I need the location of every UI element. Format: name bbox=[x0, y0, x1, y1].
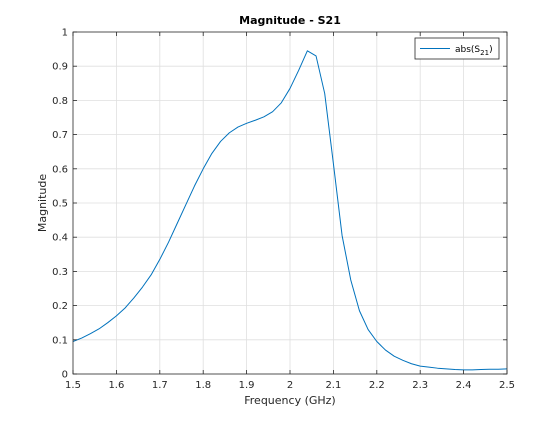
y-tick-label: 0.8 bbox=[52, 96, 68, 107]
x-axis-label: Frequency (GHz) bbox=[244, 394, 335, 407]
x-tick-label: 2.2 bbox=[369, 380, 385, 391]
series-line-abs-s21 bbox=[72, 50, 508, 371]
y-tick-label: 0.1 bbox=[52, 335, 68, 346]
x-tick-label: 1.9 bbox=[239, 380, 255, 391]
legend-label-base: abs(S bbox=[455, 45, 480, 55]
x-tick-label: 1.8 bbox=[195, 380, 211, 391]
x-tick-label: 2 bbox=[287, 380, 293, 391]
legend-label-subscript: 21 bbox=[480, 49, 489, 57]
y-tick-label: 0.6 bbox=[52, 164, 68, 175]
plot-area bbox=[72, 31, 508, 375]
y-tick-label: 0.7 bbox=[52, 130, 68, 141]
y-tick-label: 0.4 bbox=[52, 233, 68, 244]
x-tick-label: 2.3 bbox=[412, 380, 428, 391]
x-tick-labels: 1.5 1.6 1.7 1.8 1.9 2 2.1 2.2 2.3 2.4 2.5 bbox=[65, 380, 515, 391]
series-layer bbox=[72, 50, 508, 371]
y-tick-label: 0.5 bbox=[52, 199, 68, 210]
tick-marks bbox=[72, 31, 508, 375]
chart-title: Magnitude - S21 bbox=[239, 14, 341, 27]
legend: abs(S21) bbox=[414, 37, 500, 60]
y-tick-labels: 0 0.1 0.2 0.3 0.4 0.5 0.6 0.7 0.8 0.9 1 bbox=[52, 28, 68, 381]
y-tick-label: 1 bbox=[62, 28, 68, 39]
y-axis-label: Magnitude bbox=[36, 174, 49, 233]
x-tick-label: 1.6 bbox=[108, 380, 124, 391]
y-tick-label: 0.2 bbox=[52, 301, 68, 312]
y-tick-label: 0 bbox=[62, 370, 68, 381]
y-tick-label: 0.3 bbox=[52, 267, 68, 278]
x-tick-label: 2.5 bbox=[499, 380, 515, 391]
legend-label: abs(S21) bbox=[455, 45, 493, 57]
x-tick-label: 1.5 bbox=[65, 380, 81, 391]
x-tick-label: 2.1 bbox=[325, 380, 341, 391]
legend-label-end: ) bbox=[489, 45, 493, 55]
y-tick-label: 0.9 bbox=[52, 62, 68, 73]
x-tick-label: 2.4 bbox=[456, 380, 472, 391]
legend-box bbox=[414, 37, 500, 60]
x-tick-label: 1.7 bbox=[152, 380, 168, 391]
